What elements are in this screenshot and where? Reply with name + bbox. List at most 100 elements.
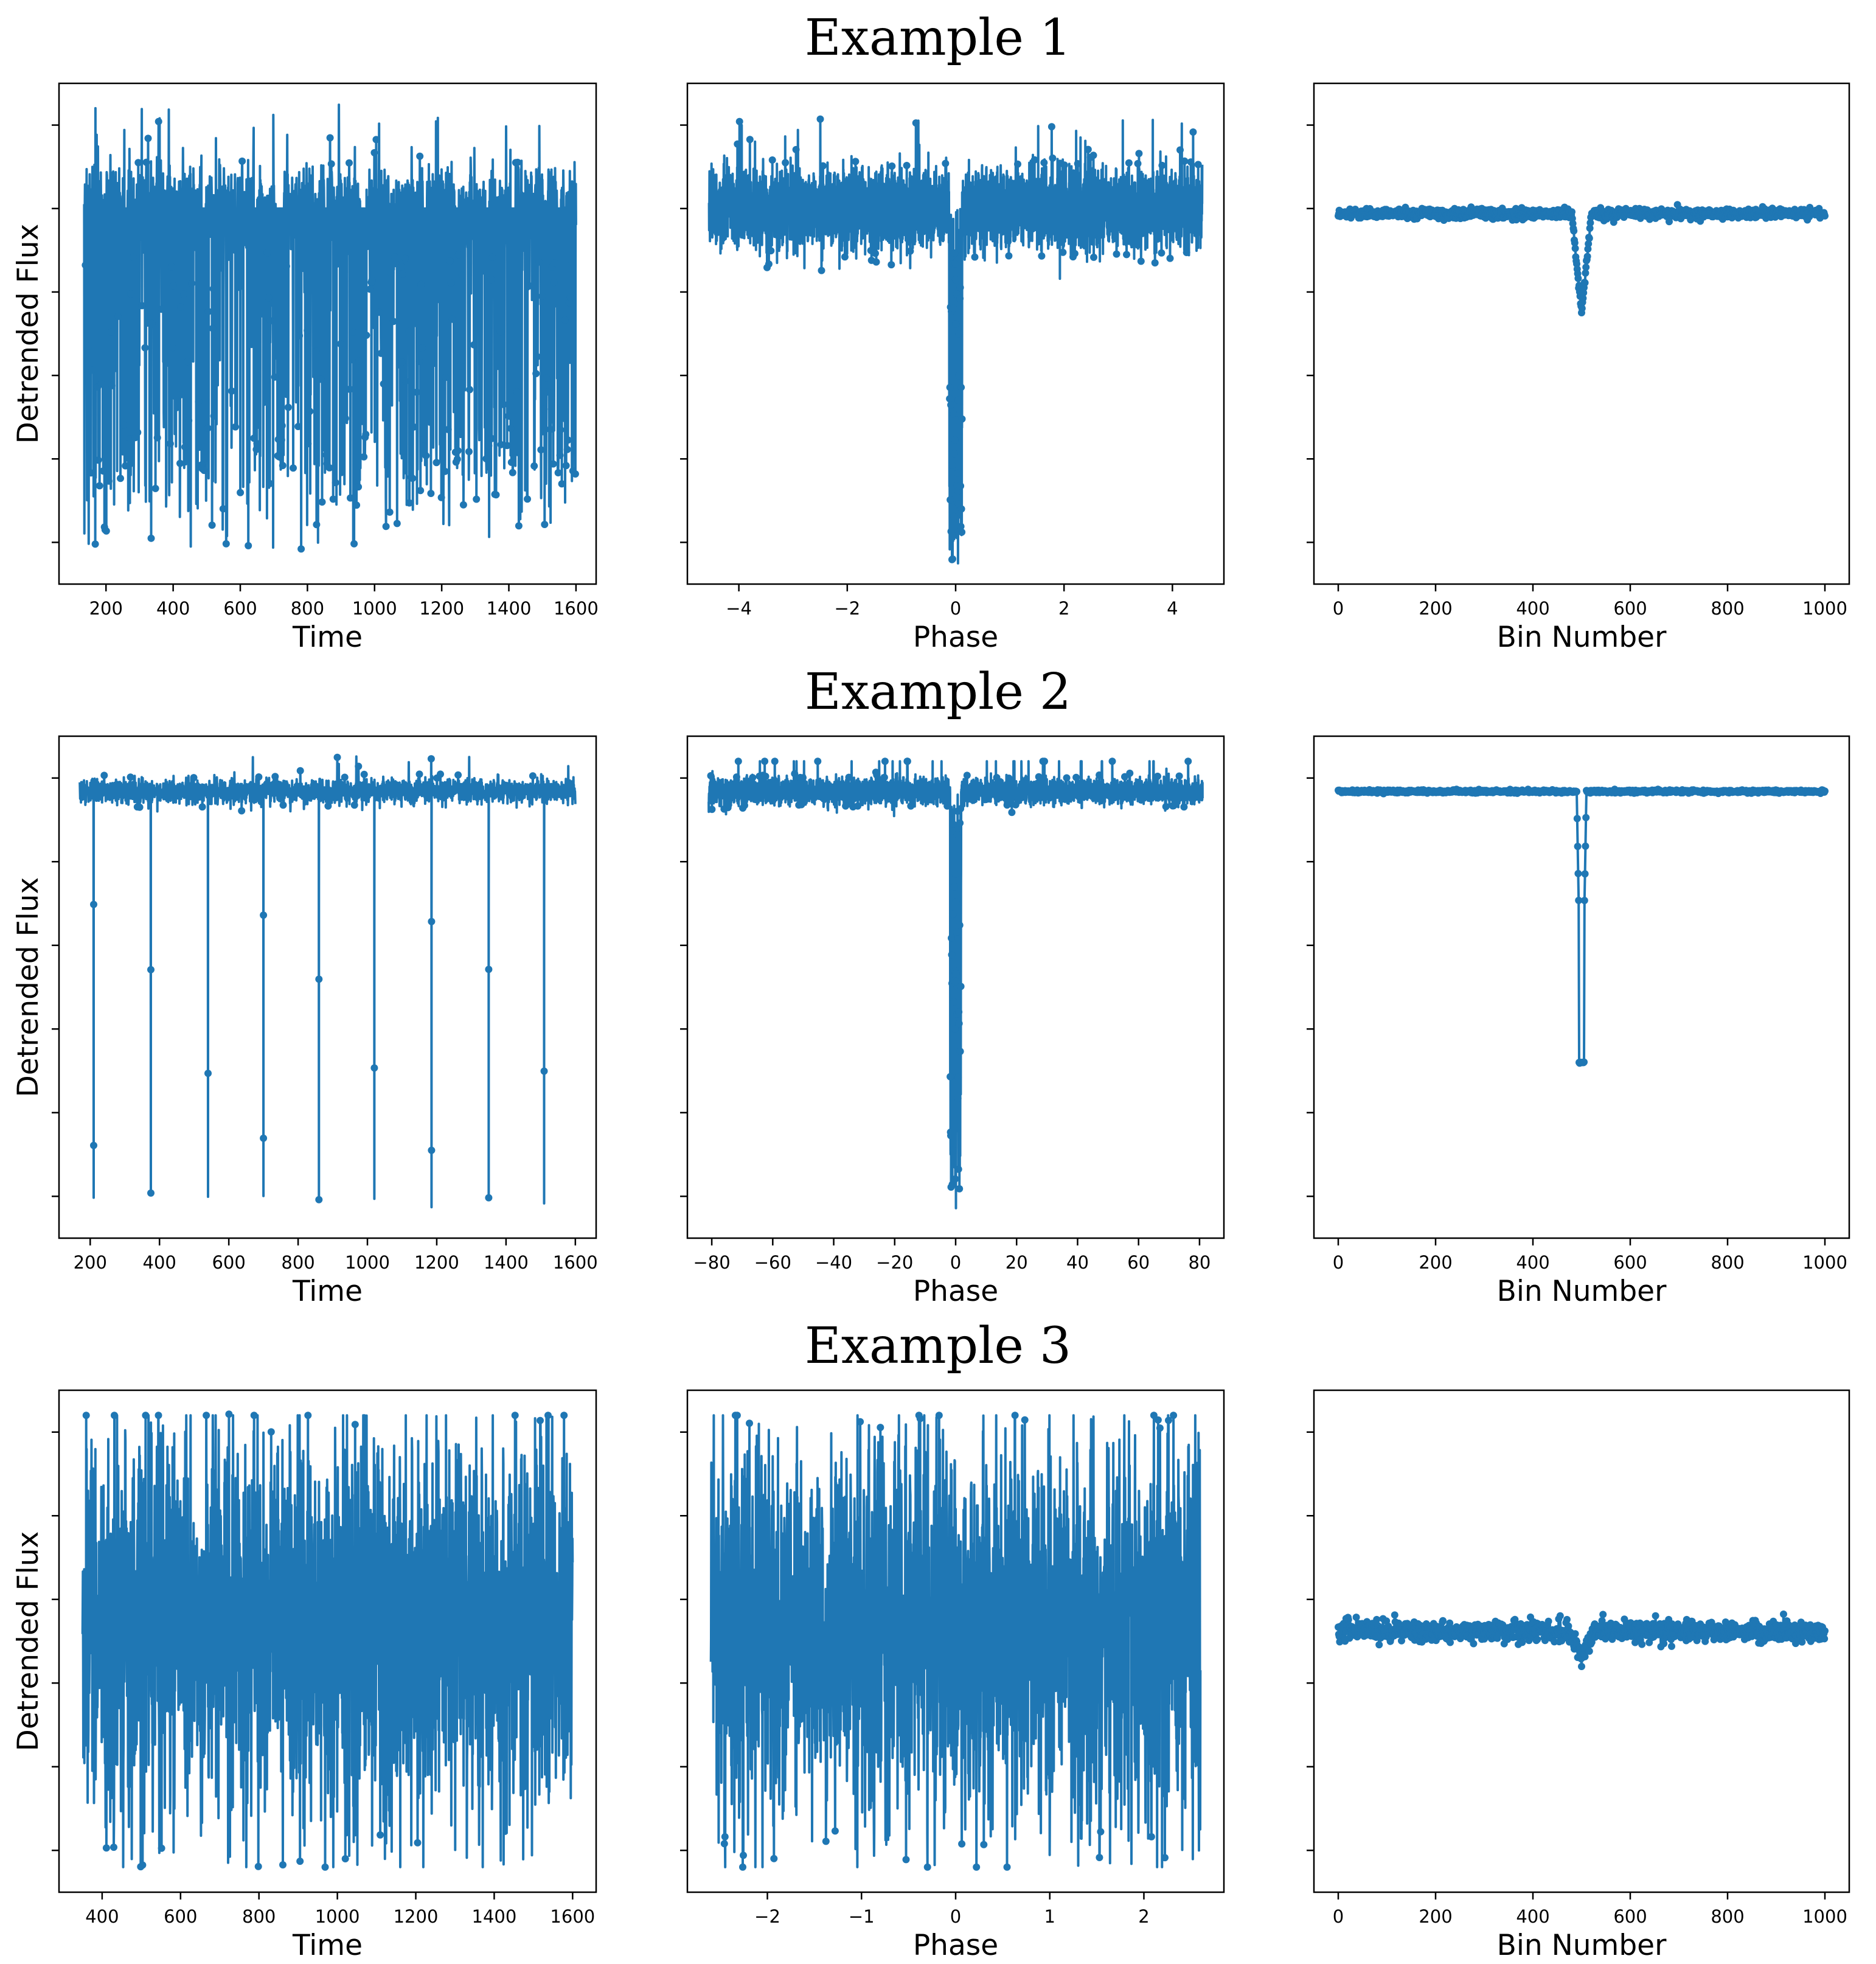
data-point (147, 1189, 155, 1197)
x-axis-label-r3c3: Bin Number (1497, 1929, 1667, 1962)
data-point (428, 1146, 436, 1154)
data-point (951, 276, 959, 284)
data-point (456, 362, 464, 370)
data-point (1134, 159, 1142, 167)
series-markers-r1c3 (1335, 201, 1829, 316)
x-tick-label: 600 (1613, 598, 1647, 619)
data-point (734, 140, 742, 148)
data-point (413, 388, 421, 396)
data-point (208, 521, 216, 529)
data-point (816, 115, 824, 123)
data-point (1147, 1833, 1155, 1840)
data-point (279, 462, 287, 470)
data-point (916, 1415, 924, 1423)
data-point (134, 428, 142, 436)
x-tick-label: 2 (1058, 598, 1069, 619)
x-tick-label: 600 (223, 598, 257, 619)
data-point (1030, 156, 1038, 164)
x-axis-label-r1c2: Phase (913, 621, 998, 654)
series-r1c1 (82, 103, 579, 553)
x-tick-label: −80 (693, 1252, 730, 1273)
data-point (950, 304, 957, 312)
data-point (903, 757, 911, 765)
x-tick-label: −40 (815, 1252, 852, 1273)
data-point (993, 774, 1001, 781)
data-point (410, 423, 418, 431)
data-point (82, 1412, 90, 1419)
data-point (1398, 1637, 1405, 1645)
x-axis-label-r3c2: Phase (913, 1929, 998, 1962)
data-point (155, 1412, 162, 1419)
chart-panel-r3c2: −2 −1 0 1 2 Phase (680, 1389, 1225, 1962)
data-point (1041, 757, 1048, 765)
data-point (819, 162, 827, 170)
data-point (94, 456, 102, 464)
data-point (842, 802, 850, 810)
data-point (204, 1070, 212, 1078)
data-point (524, 495, 531, 503)
data-point (943, 802, 951, 810)
data-point (746, 136, 754, 144)
data-point (1470, 1640, 1478, 1648)
data-point (1184, 757, 1192, 765)
data-point (1189, 128, 1197, 136)
data-point (530, 462, 538, 470)
data-point (209, 324, 217, 332)
data-point (1108, 757, 1116, 765)
x-tick-label: 1000 (352, 598, 397, 619)
data-point (245, 541, 252, 549)
data-point (1571, 239, 1579, 247)
data-point (433, 459, 440, 467)
data-point (952, 970, 960, 978)
data-point (822, 1837, 830, 1845)
data-point (955, 372, 963, 380)
data-point (948, 1180, 956, 1188)
data-point (144, 134, 152, 142)
x-tick-label: 20 (1006, 1252, 1028, 1273)
y-axis-label-r3c1: Detrended Flux (12, 1531, 45, 1752)
data-point (1014, 160, 1021, 168)
data-point (398, 271, 406, 278)
data-point (956, 284, 964, 291)
data-point (454, 251, 462, 259)
data-point (538, 293, 546, 300)
data-point (877, 1424, 884, 1432)
data-point (557, 426, 565, 434)
data-point (980, 1840, 988, 1848)
data-point (818, 266, 825, 274)
x-tick-label: 1000 (1802, 1906, 1847, 1927)
data-point (952, 320, 960, 328)
data-point (1565, 1622, 1572, 1630)
data-point (327, 160, 335, 168)
data-point (387, 269, 395, 277)
data-point (724, 801, 732, 809)
data-point (282, 262, 290, 270)
series-line-r3c1 (81, 1413, 574, 1868)
data-point (415, 358, 423, 365)
data-point (1570, 227, 1578, 235)
data-point (306, 408, 314, 416)
data-point (355, 483, 363, 491)
data-point (120, 421, 128, 429)
data-point (153, 434, 161, 442)
data-point (953, 928, 961, 936)
data-point (228, 387, 235, 395)
x-tick-label: 1000 (345, 1252, 390, 1273)
data-point (957, 523, 965, 531)
data-point (111, 1412, 118, 1419)
data-point (533, 353, 541, 361)
data-point (948, 462, 956, 469)
data-point (210, 412, 218, 420)
data-point (217, 264, 224, 272)
data-point (465, 448, 473, 456)
data-point (333, 753, 341, 761)
data-point (551, 259, 558, 267)
data-point (511, 1412, 519, 1419)
data-point (1072, 773, 1080, 781)
data-point (507, 458, 515, 466)
chart-panel-r3c3: 0 200 400 600 800 1000 Bin Number (1307, 1389, 1850, 1962)
data-point (232, 423, 239, 431)
x-tick-label: 600 (212, 1252, 245, 1273)
data-point (532, 370, 540, 377)
data-point (459, 501, 467, 509)
